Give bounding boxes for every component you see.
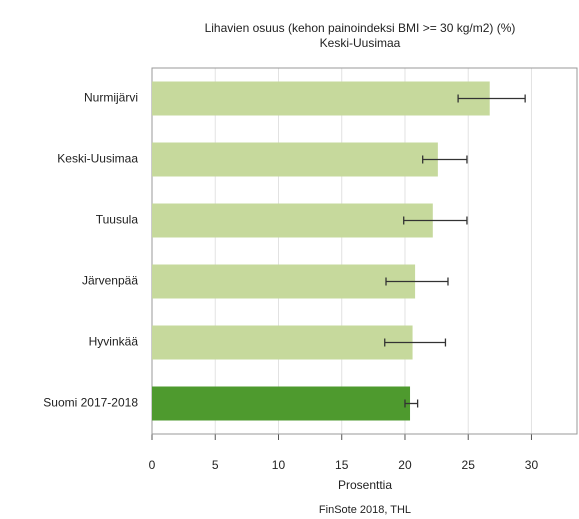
y-tick-label: Nurmijärvi (84, 91, 138, 105)
bar (152, 203, 433, 238)
bar (152, 81, 490, 116)
y-tick-label: Suomi 2017-2018 (43, 396, 138, 410)
x-tick-label: 5 (212, 458, 219, 472)
y-tick-label: Keski-Uusimaa (57, 152, 138, 166)
bar (152, 142, 438, 177)
y-tick-label: Tuusula (96, 213, 139, 227)
bar (152, 386, 411, 421)
y-tick-label: Hyvinkää (89, 335, 139, 349)
x-tick-label: 10 (272, 458, 286, 472)
source: FinSote 2018, THL (319, 504, 411, 516)
y-tick-label: Järvenpää (82, 274, 138, 288)
plot-frame (151, 67, 578, 435)
chart-title: Lihavien osuus (kehon painoindeksi BMI >… (205, 21, 516, 35)
x-tick-label: 25 (462, 458, 476, 472)
chart-subtitle: Keski-Uusimaa (320, 36, 401, 50)
x-tick-label: 15 (335, 458, 349, 472)
x-axis-label: Prosenttia (338, 478, 392, 492)
bar (152, 264, 416, 299)
bar (152, 325, 413, 360)
x-tick-label: 30 (525, 458, 539, 472)
x-tick-label: 20 (398, 458, 412, 472)
x-tick-label: 0 (149, 458, 156, 472)
